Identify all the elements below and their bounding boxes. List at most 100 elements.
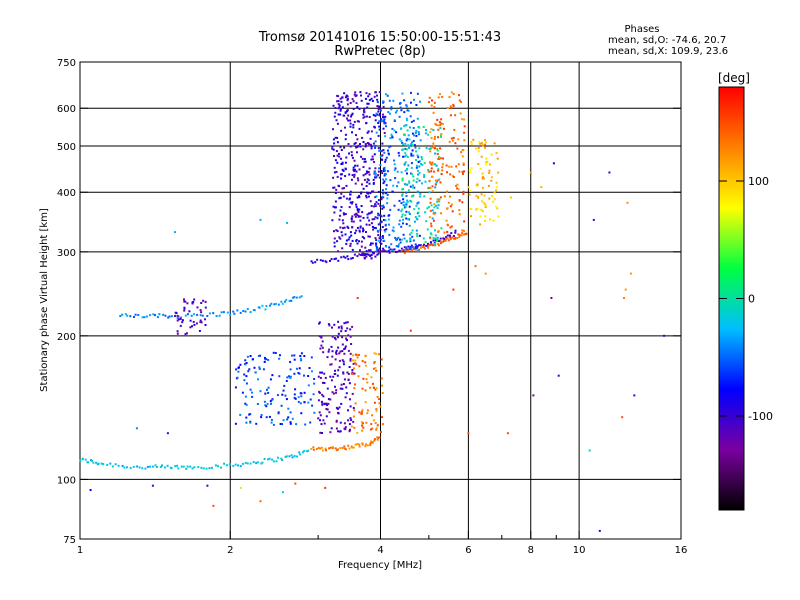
data-point <box>325 408 328 410</box>
data-point <box>186 465 189 468</box>
data-point <box>138 466 141 469</box>
data-point <box>275 302 277 305</box>
data-point <box>459 234 462 237</box>
data-point <box>106 463 109 466</box>
data-point <box>297 400 300 403</box>
data-point <box>492 200 495 203</box>
data-point <box>354 142 357 144</box>
data-point <box>373 386 375 389</box>
data-point <box>393 119 396 122</box>
data-point <box>354 168 357 171</box>
data-point <box>247 370 250 373</box>
data-point <box>382 149 385 152</box>
data-point <box>239 413 242 416</box>
data-point <box>447 239 450 242</box>
data-point <box>181 321 184 324</box>
data-point <box>366 409 369 412</box>
data-point <box>445 236 448 239</box>
data-point <box>379 236 382 238</box>
data-point <box>439 93 441 96</box>
data-point <box>383 249 386 252</box>
data-point <box>304 423 307 426</box>
data-point <box>383 174 386 177</box>
data-point <box>126 466 128 469</box>
data-point <box>249 388 252 391</box>
data-point <box>340 402 343 405</box>
data-point <box>353 120 356 123</box>
data-point <box>394 167 397 170</box>
data-point <box>374 255 377 258</box>
data-point <box>366 102 369 105</box>
data-point <box>184 333 187 336</box>
data-point <box>343 226 346 229</box>
data-point <box>425 244 428 247</box>
data-point <box>461 155 464 158</box>
data-point <box>431 185 434 188</box>
data-point <box>319 347 322 350</box>
data-point <box>437 136 440 139</box>
data-point <box>370 222 373 225</box>
data-point <box>346 103 349 106</box>
data-point <box>402 233 405 236</box>
data-point <box>174 311 177 314</box>
data-point <box>428 96 431 99</box>
data-point <box>180 316 183 319</box>
data-point <box>333 211 336 214</box>
data-point <box>475 208 478 211</box>
data-point <box>265 358 268 361</box>
data-point <box>270 402 272 405</box>
data-point <box>349 122 352 125</box>
data-point <box>359 145 362 148</box>
data-point <box>365 196 368 199</box>
data-point <box>359 249 361 252</box>
data-point <box>369 192 372 195</box>
data-point <box>307 449 310 452</box>
data-point <box>334 206 337 209</box>
data-point <box>335 119 338 122</box>
data-point <box>200 302 203 304</box>
data-point <box>141 467 144 470</box>
data-point <box>470 167 473 170</box>
data-point <box>380 365 383 368</box>
data-point <box>289 422 292 425</box>
data-point <box>362 229 365 232</box>
data-point <box>490 153 493 156</box>
data-point <box>193 298 196 301</box>
data-point <box>401 193 404 196</box>
data-point <box>347 143 350 145</box>
data-point <box>400 127 403 130</box>
data-point <box>301 451 304 454</box>
data-point <box>293 296 296 299</box>
data-point <box>434 244 437 247</box>
data-point <box>397 236 400 239</box>
data-point <box>359 215 362 218</box>
data-point <box>192 320 195 323</box>
data-point <box>432 239 435 242</box>
data-point <box>264 404 267 407</box>
data-point <box>352 123 355 126</box>
data-point <box>393 248 396 251</box>
data-point <box>343 445 346 448</box>
data-point <box>343 352 346 355</box>
data-point <box>327 398 330 401</box>
data-point <box>380 109 383 112</box>
data-point <box>326 404 329 406</box>
data-point <box>365 185 368 187</box>
data-point <box>352 126 355 129</box>
data-point <box>355 170 358 173</box>
data-point <box>260 414 263 416</box>
data-point <box>405 139 408 142</box>
data-point <box>119 315 122 318</box>
data-point <box>450 91 453 94</box>
data-point <box>409 115 412 118</box>
data-point <box>439 237 442 240</box>
data-point <box>446 190 448 193</box>
data-point <box>308 367 311 369</box>
data-point <box>400 238 403 241</box>
data-point <box>377 248 380 251</box>
data-point <box>352 362 355 365</box>
data-point <box>343 146 346 149</box>
data-point <box>341 447 344 449</box>
data-point <box>398 223 401 226</box>
data-point <box>355 363 358 366</box>
